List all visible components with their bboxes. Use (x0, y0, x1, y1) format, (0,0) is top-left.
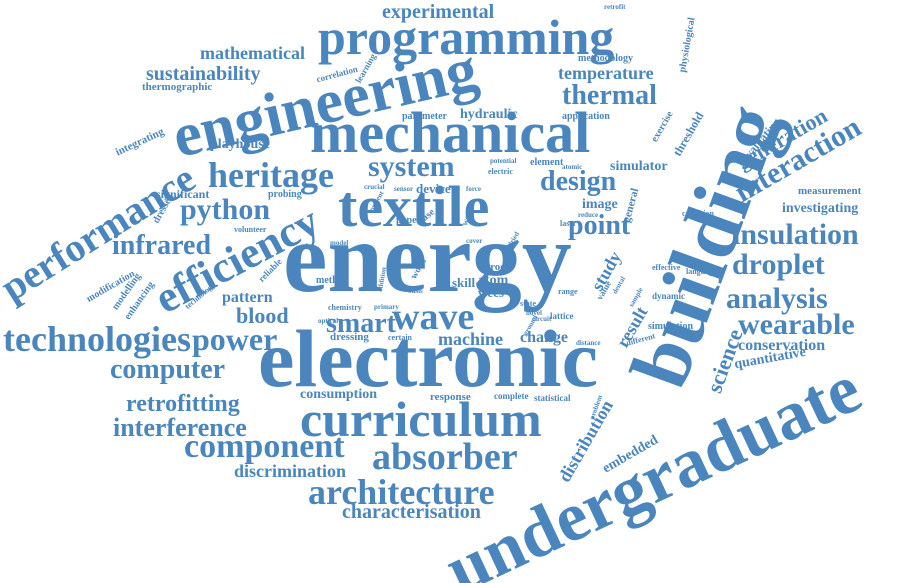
word-general: general (620, 186, 642, 224)
word-significant: significant (156, 187, 210, 201)
word-wearable: wearable (738, 308, 855, 341)
word-effective: effective (652, 263, 681, 272)
word-atom: atom (478, 273, 509, 288)
word-insulation: insulation (732, 218, 859, 251)
word-device: device (416, 181, 451, 196)
word-exercise: exercise (649, 109, 676, 145)
word-discrimination: discrimination (234, 461, 347, 481)
word-analysis: analysis (726, 282, 828, 315)
word-absorber: absorber (372, 436, 518, 478)
word-model: model (330, 239, 349, 247)
word-design: design (540, 166, 617, 197)
word-volunteer: volunteer (234, 225, 267, 234)
word-point: point (568, 210, 631, 241)
word-dynamic: dynamic (652, 291, 686, 301)
word-infrared: infrared (112, 230, 212, 261)
word-method: method (316, 275, 349, 286)
word-complete: complete (494, 391, 529, 401)
word-electronic: electronic (258, 313, 598, 404)
word-skill: skill (452, 275, 476, 290)
word-component: component (184, 428, 345, 465)
word-dental: dental (610, 275, 628, 296)
word-integrating: integrating (113, 125, 166, 159)
word-statistical: statistical (534, 393, 571, 403)
word-certain: certain (388, 333, 412, 342)
word-state: state (520, 299, 536, 308)
word-cover: cover (466, 237, 483, 245)
word-distance: distance (576, 339, 601, 347)
word-thermal: thermal (562, 80, 657, 111)
word-interference: interference (113, 413, 247, 442)
word-mechanical: mechanical (310, 100, 591, 165)
word-reduce: reduce (578, 211, 599, 219)
word-basis: basis (408, 287, 423, 295)
word-condition: condition (682, 209, 715, 218)
word-chemistry: chemistry (328, 303, 362, 312)
word-smart: smart (326, 308, 396, 339)
word-range: range (558, 287, 578, 296)
word-electric: electric (488, 167, 513, 176)
word-hydraulic: hydraulic (460, 107, 518, 122)
word-pattern: pattern (222, 289, 273, 306)
word-temperature: temperature (558, 63, 654, 83)
word-measurement: measurement (798, 185, 862, 197)
word-conservation: conservation (738, 337, 826, 354)
word-sensor: sensor (394, 185, 414, 193)
word-dressing: dressing (330, 331, 369, 343)
word-change: change (520, 329, 568, 346)
word-potential: potential (490, 157, 517, 165)
word-circuit: circuit (532, 315, 552, 323)
word-methodology: methodology (578, 53, 633, 64)
word-novel: novel (526, 309, 542, 317)
word-technologies: technologies (3, 319, 191, 359)
word-thermographic: thermographic (142, 81, 213, 93)
word-retrofitting: retrofitting (126, 391, 240, 417)
word-element: element (530, 157, 564, 168)
word-image: image (582, 197, 618, 212)
word-crucial: crucial (364, 183, 385, 191)
word-optical: optical (318, 317, 339, 325)
word-language: language (686, 267, 717, 276)
word-droplet: droplet (732, 248, 825, 281)
word-response: response (430, 391, 471, 403)
word-sustainability: sustainability (146, 63, 261, 85)
word-paper: paper (396, 215, 421, 226)
word-architecture: architecture (308, 472, 495, 512)
word-power: power (192, 321, 278, 357)
word-consumption: consumption (300, 387, 378, 402)
word-wecs: wecs (478, 285, 504, 300)
word-mathematical: mathematical (200, 43, 305, 63)
word-force: force (466, 185, 482, 193)
word-wave: wave (392, 296, 475, 338)
word-blood: blood (236, 303, 289, 328)
word-experimental: experimental (382, 1, 495, 23)
word-application: application (562, 111, 610, 122)
word-python: python (180, 193, 271, 226)
word-curriculum: curriculum (300, 391, 542, 447)
word-computer: computer (110, 354, 226, 385)
word-primary: primary (374, 303, 399, 311)
word-lattice: lattice (550, 311, 574, 321)
word-programming: programming (318, 9, 615, 65)
word-atomic: atomic (562, 163, 583, 171)
word-simulation: simulation (648, 321, 694, 332)
word-playhouse: playhouse (210, 137, 270, 152)
word-simulator: simulator (610, 159, 668, 174)
word-retrofit: retrofit (604, 3, 626, 11)
word-energy: energy (283, 202, 572, 313)
word-investigating: investigating (782, 201, 859, 216)
word-physiological: physiological (677, 16, 698, 74)
word-probing: probing (268, 189, 302, 200)
word-proc: proc (484, 261, 506, 273)
word-system: system (368, 150, 455, 183)
word-characterisation: characterisation (342, 501, 481, 523)
word-machine: machine (438, 329, 503, 349)
word-parameter: parameter (402, 111, 447, 122)
word-heritage: heritage (208, 155, 334, 195)
word-textile: textile (338, 174, 490, 239)
word-laser: laser (560, 219, 577, 228)
